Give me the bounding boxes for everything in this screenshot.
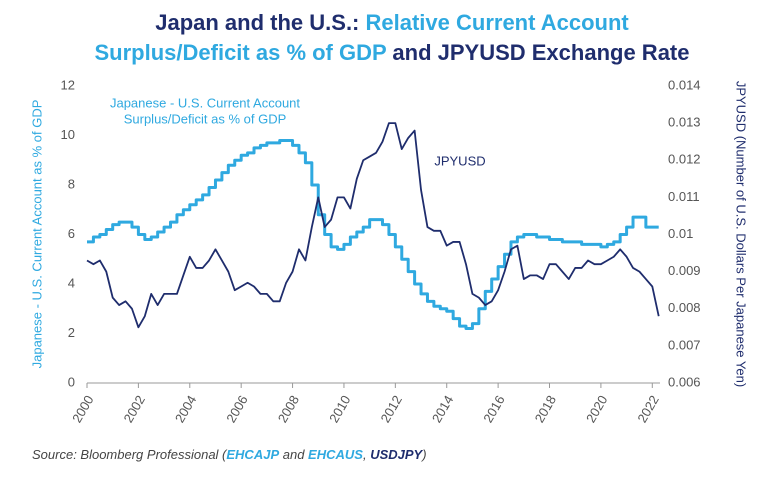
x-tick-label: 2014 [429, 393, 456, 426]
source-part: USDJPY [370, 447, 423, 462]
y2-tick-label: 0.008 [668, 300, 701, 315]
source-part: Source: Bloomberg Professional ( [32, 447, 228, 462]
x-tick-label: 2006 [223, 393, 250, 426]
y-tick-label: 4 [68, 275, 75, 290]
x-tick-label: 2016 [480, 393, 507, 426]
y2-tick-label: 0.009 [668, 263, 701, 278]
y-axis-label: Japanese - U.S. Current Account as % of … [29, 100, 44, 369]
source-part: EHCAJP [226, 447, 279, 462]
y2-tick-label: 0.014 [668, 77, 701, 92]
source-part: , [363, 447, 370, 462]
source-part: EHCAUS [308, 447, 363, 462]
chart-title: Japan and the U.S.: Relative Current Acc… [155, 10, 629, 35]
annotation: Surplus/Deficit as % of GDP [124, 111, 287, 126]
source-part: and [279, 447, 308, 462]
y-tick-label: 10 [61, 127, 75, 142]
title-part: and JPYUSD Exchange Rate [386, 40, 689, 65]
y-tick-label: 2 [68, 325, 75, 340]
x-tick-label: 2018 [532, 393, 559, 426]
series-line [86, 122, 660, 329]
x-tick-label: 2008 [275, 393, 302, 426]
x-tick-label: 2000 [69, 393, 96, 426]
y-tick-label: 8 [68, 176, 75, 191]
y-tick-label: 0 [68, 374, 75, 389]
y2-tick-label: 0.013 [668, 115, 701, 130]
series-line [87, 138, 659, 331]
y2-tick-label: 0.012 [668, 152, 701, 167]
x-tick-label: 2020 [583, 393, 610, 426]
x-tick-label: 2010 [326, 393, 353, 426]
y-tick-label: 6 [68, 226, 75, 241]
y-tick-label: 12 [61, 77, 75, 92]
x-tick-label: 2012 [377, 393, 404, 426]
y2-tick-label: 0.01 [668, 226, 693, 241]
annotation: JPYUSD [434, 153, 485, 168]
title-part: Japan and the U.S.: [155, 10, 365, 35]
title-part: Surplus/Deficit as % of GDP [95, 40, 387, 65]
y2-axis-label: JPYUSD (Number of U.S. Dollars Per Japan… [734, 81, 749, 387]
annotation: Japanese - U.S. Current Account [110, 95, 300, 110]
chart-title: Surplus/Deficit as % of GDP and JPYUSD E… [95, 40, 690, 65]
x-tick-label: 2004 [172, 393, 199, 426]
y2-tick-label: 0.007 [668, 337, 701, 352]
source-part: ) [420, 447, 426, 462]
x-tick-label: 2022 [634, 393, 661, 426]
y2-tick-label: 0.006 [668, 374, 701, 389]
y2-tick-label: 0.011 [668, 189, 700, 204]
source-note: Source: Bloomberg Professional (EHCAJP a… [32, 447, 427, 462]
x-tick-label: 2002 [121, 393, 148, 426]
title-part: Relative Current Account [366, 10, 630, 35]
